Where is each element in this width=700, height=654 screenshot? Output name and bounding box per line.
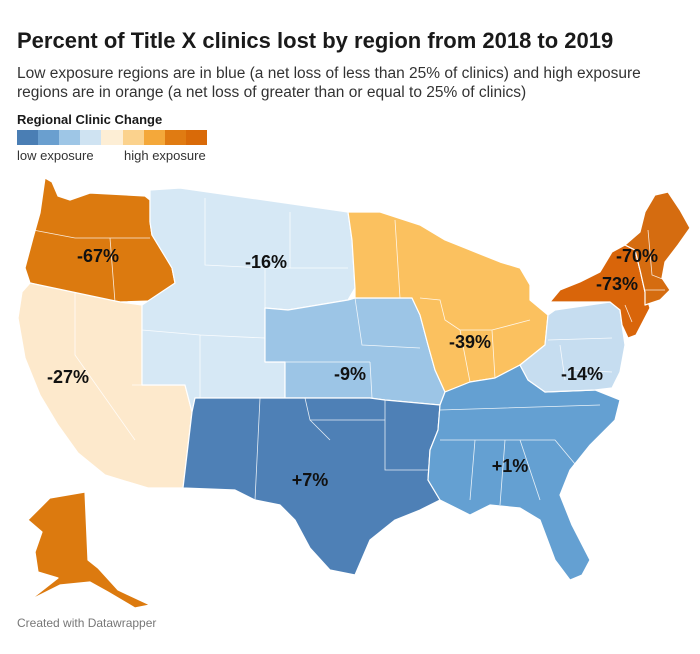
legend-high-label: high exposure bbox=[124, 148, 206, 163]
region-2-value-label: -73% bbox=[596, 274, 638, 294]
attribution: Created with Datawrapper bbox=[17, 616, 157, 630]
region-6-shape[interactable] bbox=[182, 397, 441, 576]
legend-swatch bbox=[143, 130, 165, 145]
region-1-shape[interactable] bbox=[624, 191, 691, 306]
legend-swatch bbox=[80, 130, 102, 145]
region-7-shape[interactable] bbox=[264, 297, 446, 406]
region-7-value-label: -9% bbox=[334, 364, 366, 384]
region-8-value-label: -16% bbox=[245, 252, 287, 272]
legend-swatch bbox=[185, 130, 207, 145]
region-labels: -67% -27% -16% -9% +7% -39% +1% -14% -73% -70% bbox=[47, 246, 658, 490]
region-3-value-label: -14% bbox=[561, 364, 603, 384]
region-4-value-label: +1% bbox=[492, 456, 529, 476]
legend-swatch bbox=[38, 130, 60, 145]
region-5-value-label: -39% bbox=[449, 332, 491, 352]
legend-color-scale bbox=[17, 130, 207, 145]
alaska-shape[interactable] bbox=[27, 491, 151, 609]
legend-swatch bbox=[122, 130, 144, 145]
legend-low-label: low exposure bbox=[17, 148, 94, 163]
chart-title: Percent of Title X clinics lost by regio… bbox=[17, 28, 614, 53]
legend-swatch bbox=[17, 130, 39, 145]
region-9-value-label: -27% bbox=[47, 367, 89, 387]
legend-title: Regional Clinic Change bbox=[17, 112, 163, 127]
region-1-value-label: -70% bbox=[616, 246, 658, 266]
region-10-value-label: -67% bbox=[77, 246, 119, 266]
legend-swatch bbox=[59, 130, 81, 145]
region-6-value-label: +7% bbox=[292, 470, 329, 490]
legend-swatch bbox=[164, 130, 186, 145]
chart-subtitle: Low exposure regions are in blue (a net … bbox=[17, 65, 641, 101]
legend-swatch bbox=[101, 130, 123, 145]
